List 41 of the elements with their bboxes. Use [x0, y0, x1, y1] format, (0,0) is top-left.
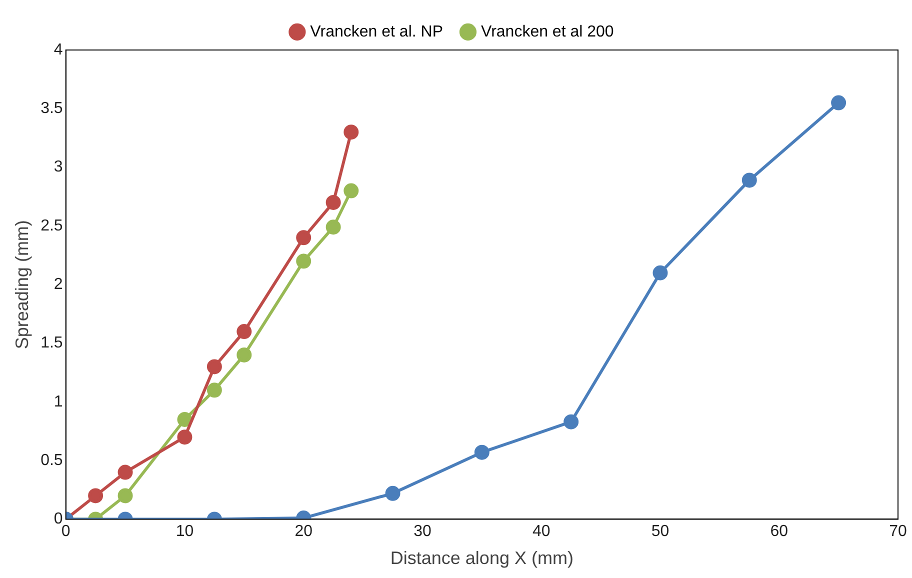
- x-tick-label: 50: [651, 523, 670, 540]
- point: [177, 412, 192, 427]
- x-tick-label: 20: [294, 523, 313, 540]
- point: [88, 488, 104, 504]
- x-tick-label: 30: [414, 523, 432, 540]
- y-tick-label: 3: [54, 158, 63, 176]
- legend-label: Vrancken et al. NP: [310, 23, 443, 40]
- point: [206, 382, 222, 398]
- y-tick-label: 0.5: [40, 452, 63, 469]
- y-axis-title: Spreading (mm): [12, 220, 32, 350]
- x-tick-label: 60: [770, 523, 788, 540]
- y-tick-label: 2.5: [40, 217, 63, 234]
- x-tick-label: 70: [889, 523, 907, 540]
- y-tick-label: 4: [54, 41, 63, 58]
- point: [296, 230, 312, 246]
- point: [326, 194, 341, 210]
- point: [236, 324, 252, 340]
- point: [118, 464, 133, 480]
- y-tick-label: 3.5: [40, 100, 63, 118]
- point: [118, 488, 133, 504]
- point: [236, 347, 252, 362]
- point: [326, 220, 341, 235]
- point: [344, 124, 359, 140]
- y-tick-label: 0: [54, 510, 63, 528]
- x-tick-label: 10: [176, 523, 194, 540]
- point: [296, 254, 312, 269]
- x-axis-title: Distance along X (mm): [390, 548, 574, 568]
- point: [831, 95, 846, 110]
- y-tick-label: 2: [54, 276, 63, 294]
- point: [474, 444, 490, 460]
- y-tick-label: 1.5: [40, 334, 63, 352]
- point: [344, 183, 359, 198]
- point: [177, 430, 192, 445]
- legend-label: Vrancken et al 200: [480, 23, 614, 40]
- y-tick-label: 1: [54, 393, 63, 410]
- point: [206, 359, 222, 374]
- point: [742, 172, 757, 188]
- point: [652, 265, 668, 280]
- point: [385, 486, 400, 501]
- point: [564, 414, 579, 430]
- x-tick-label: 40: [532, 523, 550, 540]
